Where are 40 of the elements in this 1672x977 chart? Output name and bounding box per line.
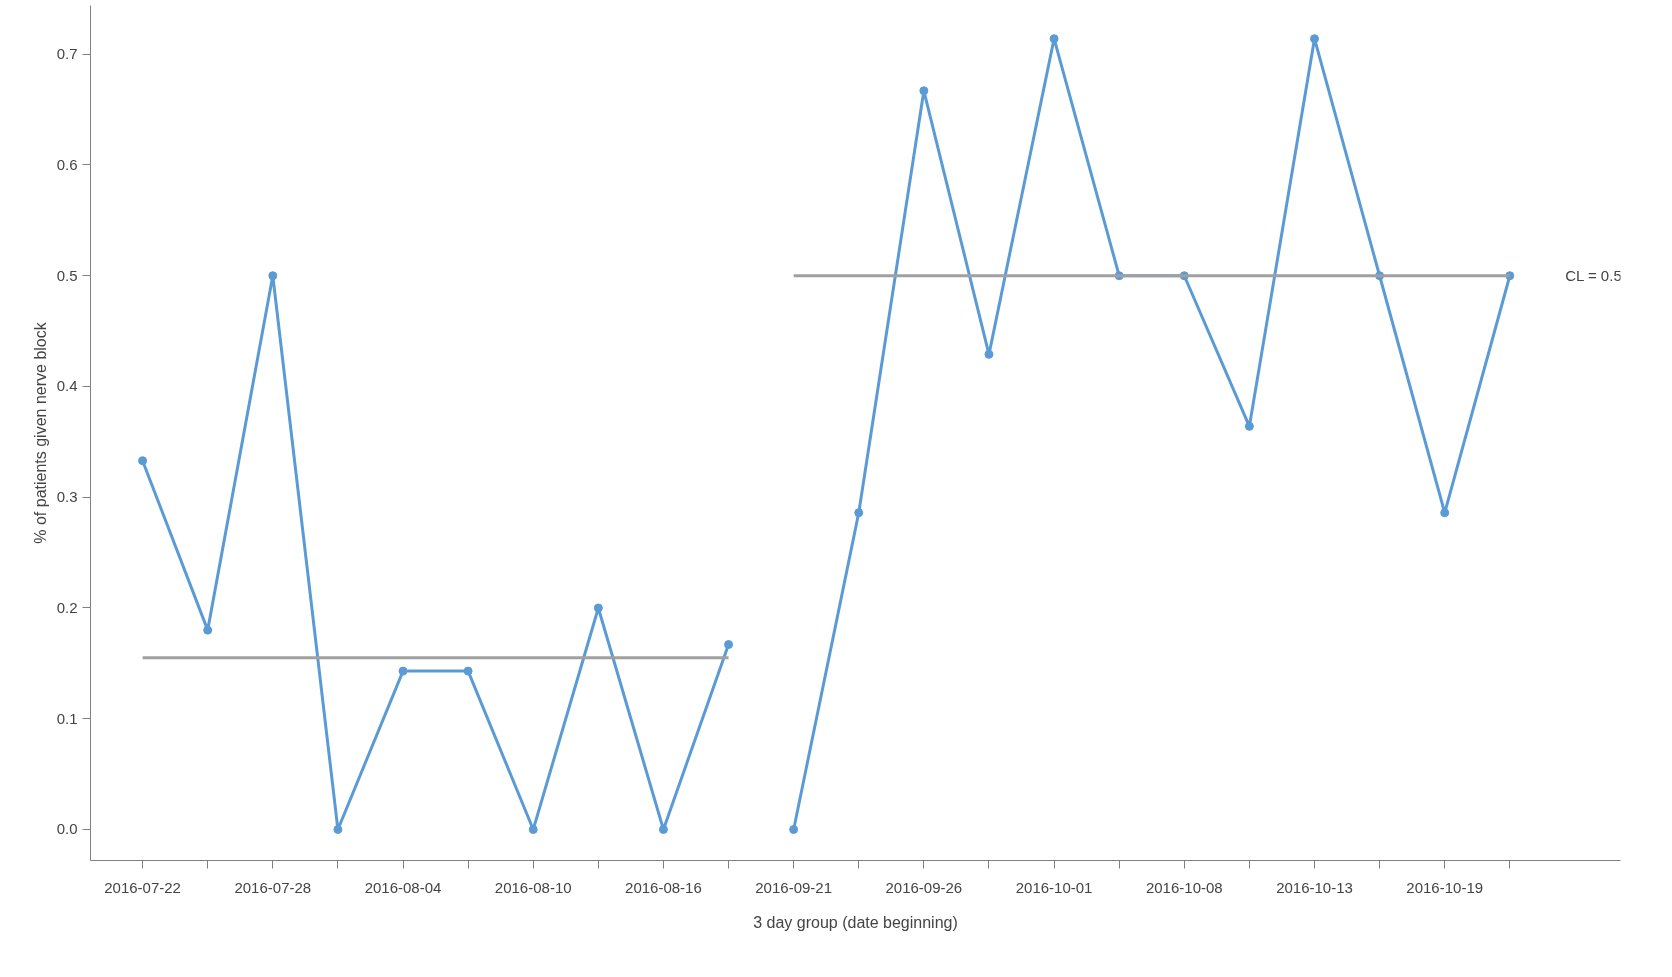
- point: [593, 603, 603, 613]
- x-tick-label: 2016-09-21: [755, 878, 833, 896]
- y-tick-label: 0.1: [56, 709, 78, 727]
- point: [919, 86, 929, 96]
- y-tick-label: 0.5: [56, 266, 78, 284]
- x-tick-label: 2016-07-28: [234, 878, 312, 896]
- x-tick-label: 2016-09-26: [885, 878, 963, 896]
- point: [1049, 34, 1059, 44]
- point: [203, 625, 213, 635]
- x-axis-title: 3 day group (date beginning): [753, 913, 958, 931]
- y-tick-label: 0.4: [56, 377, 78, 395]
- x-tick-label: 2016-10-19: [1406, 878, 1484, 896]
- y-tick-label: 0.3: [56, 488, 78, 506]
- y-axis-title: % of patients given nerve block: [31, 321, 49, 544]
- text: CL = 0.5: [1565, 267, 1622, 285]
- point: [1310, 34, 1319, 44]
- point: [268, 271, 278, 281]
- point: [984, 349, 994, 359]
- point: [789, 825, 799, 834]
- point: [724, 640, 734, 650]
- x-tick-label: 2016-10-13: [1276, 878, 1353, 896]
- point: [333, 825, 343, 834]
- y-tick-label: 0.7: [56, 45, 78, 63]
- y-tick-label: 0.2: [56, 598, 78, 616]
- point: [658, 825, 668, 834]
- y-tick-label: 0.6: [56, 155, 78, 173]
- y-tick-label: 0.0: [56, 820, 78, 838]
- point: [1440, 508, 1450, 518]
- point: [528, 825, 538, 834]
- point: [463, 666, 473, 676]
- point: [398, 666, 408, 676]
- x-tick-label: 2016-08-04: [364, 878, 442, 896]
- x-tick-label: 2016-10-01: [1015, 878, 1093, 896]
- point: [1244, 421, 1254, 431]
- point: [854, 508, 864, 518]
- x-tick-label: 2016-10-08: [1145, 878, 1223, 896]
- x-tick-label: 2016-07-22: [104, 878, 181, 896]
- point: [138, 456, 148, 466]
- x-tick-label: 2016-08-10: [494, 878, 572, 896]
- x-tick-label: 2016-08-16: [625, 878, 702, 896]
